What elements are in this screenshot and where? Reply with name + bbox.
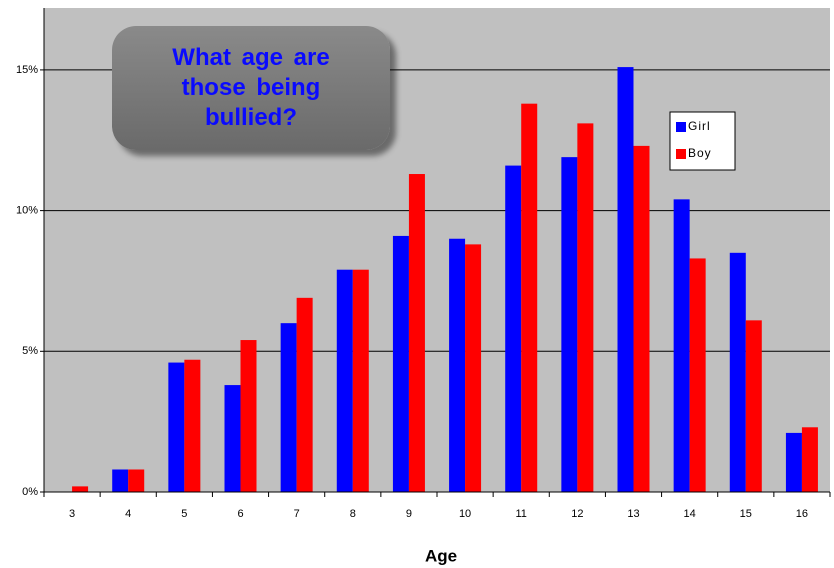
bar (240, 340, 257, 492)
x-tick-label: 12 (571, 508, 583, 520)
bar (392, 235, 409, 492)
bar (505, 165, 522, 492)
x-tick-label: 11 (516, 508, 527, 520)
x-tick-label: 10 (459, 508, 471, 520)
bar (689, 258, 706, 492)
x-tick-label: 6 (237, 508, 243, 520)
y-tick-label: 15% (16, 64, 38, 76)
x-tick-label: 8 (350, 508, 356, 520)
bar (673, 199, 690, 493)
bar (128, 469, 145, 492)
y-tick-label: 10% (16, 205, 38, 217)
x-axis-label: Age (425, 546, 457, 565)
bar (352, 269, 369, 492)
bar (785, 432, 802, 492)
y-tick-label: 5% (22, 345, 38, 357)
chart-title: What age are those being bullied? (172, 44, 330, 131)
y-tick-label: 0% (22, 486, 38, 498)
x-tick-label: 3 (69, 508, 75, 520)
bar (465, 244, 482, 492)
bar (184, 359, 201, 492)
bar (168, 362, 185, 492)
legend-swatch (676, 149, 686, 159)
legend-label: Girl (688, 119, 711, 133)
bar (745, 320, 762, 492)
bar (336, 269, 353, 492)
bar (112, 469, 129, 492)
bar (224, 385, 241, 492)
x-tick-label: 16 (796, 508, 808, 520)
x-tick-label: 14 (684, 508, 696, 520)
bar (280, 323, 297, 492)
x-tick-label: 5 (181, 508, 187, 520)
bars (72, 67, 818, 493)
bar (561, 157, 578, 493)
x-tick-label: 9 (406, 508, 412, 520)
title-box: What age are those being bullied? (112, 26, 390, 150)
bar (449, 238, 466, 492)
bar (521, 103, 538, 493)
bar (729, 252, 746, 492)
bar (633, 145, 650, 492)
bar (72, 486, 89, 492)
bar (296, 297, 313, 492)
bar (617, 67, 634, 493)
bar (577, 123, 594, 492)
x-tick-label: 15 (740, 508, 752, 520)
bar (801, 427, 818, 492)
legend-label: Boy (688, 146, 712, 160)
x-tick-label: 4 (125, 508, 131, 520)
legend-swatch (676, 122, 686, 132)
x-tick-label: 7 (294, 508, 300, 520)
legend (669, 111, 736, 171)
x-tick-label: 13 (627, 508, 639, 520)
bar (408, 174, 425, 492)
